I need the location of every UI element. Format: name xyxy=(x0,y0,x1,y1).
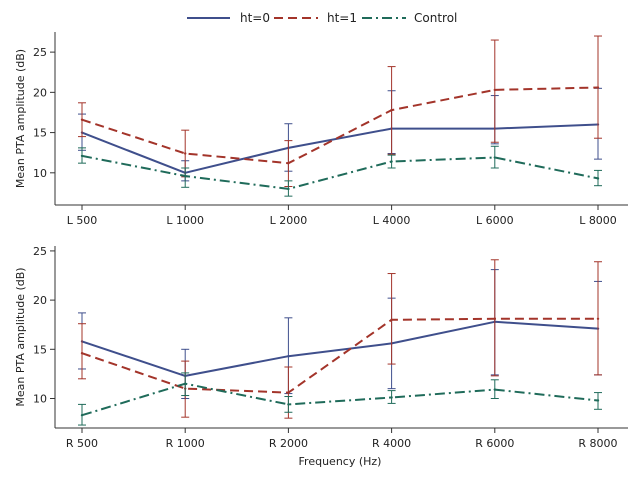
series-3 xyxy=(78,145,602,197)
y-axis-title: Mean PTA amplitude (dB) xyxy=(14,267,27,406)
y-tick-label: 20 xyxy=(33,294,47,307)
data-point xyxy=(493,156,496,159)
data-point xyxy=(493,388,496,391)
series-line xyxy=(81,123,599,174)
y-axis-title: Mean PTA amplitude (dB) xyxy=(14,49,27,188)
series-3 xyxy=(78,372,602,426)
data-point xyxy=(390,160,393,163)
data-point xyxy=(596,317,600,320)
data-point xyxy=(287,161,290,165)
data-point xyxy=(184,152,187,155)
y-tick-label: 15 xyxy=(33,127,47,140)
legend: ht=0 ht=1 Control xyxy=(187,11,457,25)
data-point xyxy=(287,403,290,406)
y-tick-label: 25 xyxy=(33,46,47,59)
legend-label-2: ht=1 xyxy=(327,11,357,25)
x-tick-label: L 2000 xyxy=(270,214,308,227)
data-point xyxy=(493,317,496,320)
series-2 xyxy=(78,259,602,419)
data-point xyxy=(596,177,600,180)
y-tick-label: 10 xyxy=(33,167,47,180)
data-point xyxy=(184,174,187,178)
data-point xyxy=(184,382,187,385)
x-tick-label: R 8000 xyxy=(578,437,617,450)
x-tick-label: R 1000 xyxy=(166,437,205,450)
error-bar xyxy=(181,167,190,188)
chart-panel-right: 10 15 20 25 R 500 R 1000 R 2000 R 4000 R 6000 R 8… xyxy=(14,245,628,450)
legend-label-1: ht=0 xyxy=(240,11,270,25)
x-tick-label: L 4000 xyxy=(373,214,411,227)
error-bar xyxy=(78,323,86,380)
error-bar xyxy=(490,39,499,143)
y-tick-label: 10 xyxy=(33,392,47,405)
series-1 xyxy=(78,87,602,182)
x-tick-label: L 8000 xyxy=(579,214,617,227)
x-tick-label: R 6000 xyxy=(475,437,514,450)
x-tick-label: L 1000 xyxy=(166,214,204,227)
series-line xyxy=(81,86,599,165)
data-point xyxy=(80,352,84,355)
legend-label-3: Control xyxy=(414,11,457,25)
series-line xyxy=(81,154,599,190)
x-tick-label: L 500 xyxy=(67,214,98,227)
data-point xyxy=(80,154,84,158)
x-tick-label: R 4000 xyxy=(372,437,411,450)
data-point xyxy=(596,399,600,402)
data-point xyxy=(287,391,290,394)
series-line xyxy=(81,382,599,417)
data-point xyxy=(390,108,393,112)
y-tick-label: 15 xyxy=(33,343,47,356)
data-point xyxy=(390,318,393,321)
x-tick-label: L 6000 xyxy=(476,214,514,227)
data-point xyxy=(80,118,84,121)
series-2 xyxy=(78,35,602,187)
data-point xyxy=(287,354,290,358)
chart-panel-left: 10 15 20 25 L 500 L 1000 L 2000 L 4000 L 6000 L 8… xyxy=(14,32,628,227)
data-point xyxy=(80,414,84,417)
x-axis-title: Frequency (Hz) xyxy=(299,455,382,468)
data-point xyxy=(493,88,496,92)
y-tick-label: 20 xyxy=(33,86,47,99)
x-tick-label: R 2000 xyxy=(269,437,308,450)
series-line xyxy=(81,320,599,377)
data-point xyxy=(596,86,600,89)
data-point xyxy=(390,396,393,399)
x-tick-label: R 500 xyxy=(66,437,98,450)
y-tick-label: 25 xyxy=(33,245,47,258)
data-point xyxy=(287,187,290,191)
series-line xyxy=(81,317,598,394)
